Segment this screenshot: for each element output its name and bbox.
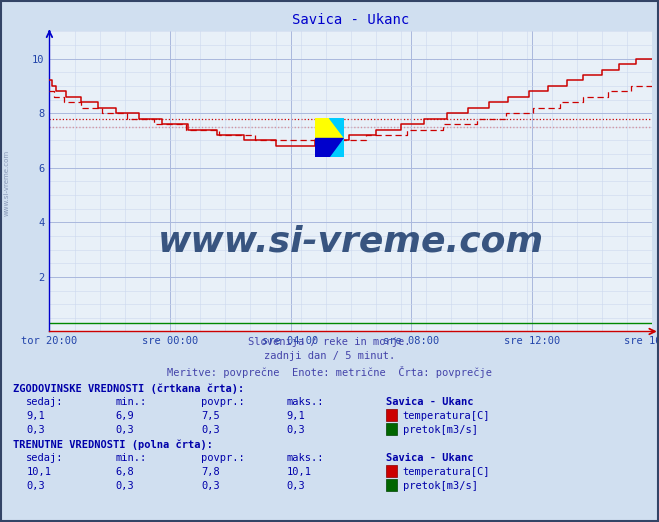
Text: 7,8: 7,8 [201,467,219,477]
Polygon shape [315,118,345,138]
Text: maks.:: maks.: [287,453,324,462]
Text: 0,3: 0,3 [287,425,305,435]
Text: TRENUTNE VREDNOSTI (polna črta):: TRENUTNE VREDNOSTI (polna črta): [13,440,213,450]
Text: 0,3: 0,3 [26,425,45,435]
Text: Savica - Ukanc: Savica - Ukanc [386,453,473,462]
Text: 10,1: 10,1 [287,467,312,477]
Polygon shape [315,138,345,158]
Text: Meritve: povprečne  Enote: metrične  Črta: povprečje: Meritve: povprečne Enote: metrične Črta:… [167,366,492,378]
Text: povpr.:: povpr.: [201,397,244,407]
Text: temperatura[C]: temperatura[C] [403,411,490,421]
Text: pretok[m3/s]: pretok[m3/s] [403,481,478,491]
Text: 0,3: 0,3 [287,481,305,491]
Text: povpr.:: povpr.: [201,453,244,462]
Text: 9,1: 9,1 [287,411,305,421]
Text: 7,5: 7,5 [201,411,219,421]
Text: 6,8: 6,8 [115,467,134,477]
Polygon shape [330,118,345,138]
Text: sedaj:: sedaj: [26,397,64,407]
Text: Savica - Ukanc: Savica - Ukanc [386,397,473,407]
Text: 0,3: 0,3 [115,425,134,435]
Text: 10,1: 10,1 [26,467,51,477]
Text: 0,3: 0,3 [115,481,134,491]
Text: zadnji dan / 5 minut.: zadnji dan / 5 minut. [264,351,395,361]
Text: sedaj:: sedaj: [26,453,64,462]
Text: www.si-vreme.com: www.si-vreme.com [3,150,10,216]
Title: Savica - Ukanc: Savica - Ukanc [293,14,409,27]
Text: 0,3: 0,3 [201,481,219,491]
Polygon shape [330,138,345,158]
Text: Slovenija / reke in morje.: Slovenija / reke in morje. [248,337,411,347]
Text: maks.:: maks.: [287,397,324,407]
Text: min.:: min.: [115,397,146,407]
Text: 0,3: 0,3 [201,425,219,435]
Text: 0,3: 0,3 [26,481,45,491]
Text: ZGODOVINSKE VREDNOSTI (črtkana črta):: ZGODOVINSKE VREDNOSTI (črtkana črta): [13,384,244,394]
Text: www.si-vreme.com: www.si-vreme.com [158,224,544,258]
Text: min.:: min.: [115,453,146,462]
Text: temperatura[C]: temperatura[C] [403,467,490,477]
Text: pretok[m3/s]: pretok[m3/s] [403,425,478,435]
Text: 6,9: 6,9 [115,411,134,421]
Text: 9,1: 9,1 [26,411,45,421]
